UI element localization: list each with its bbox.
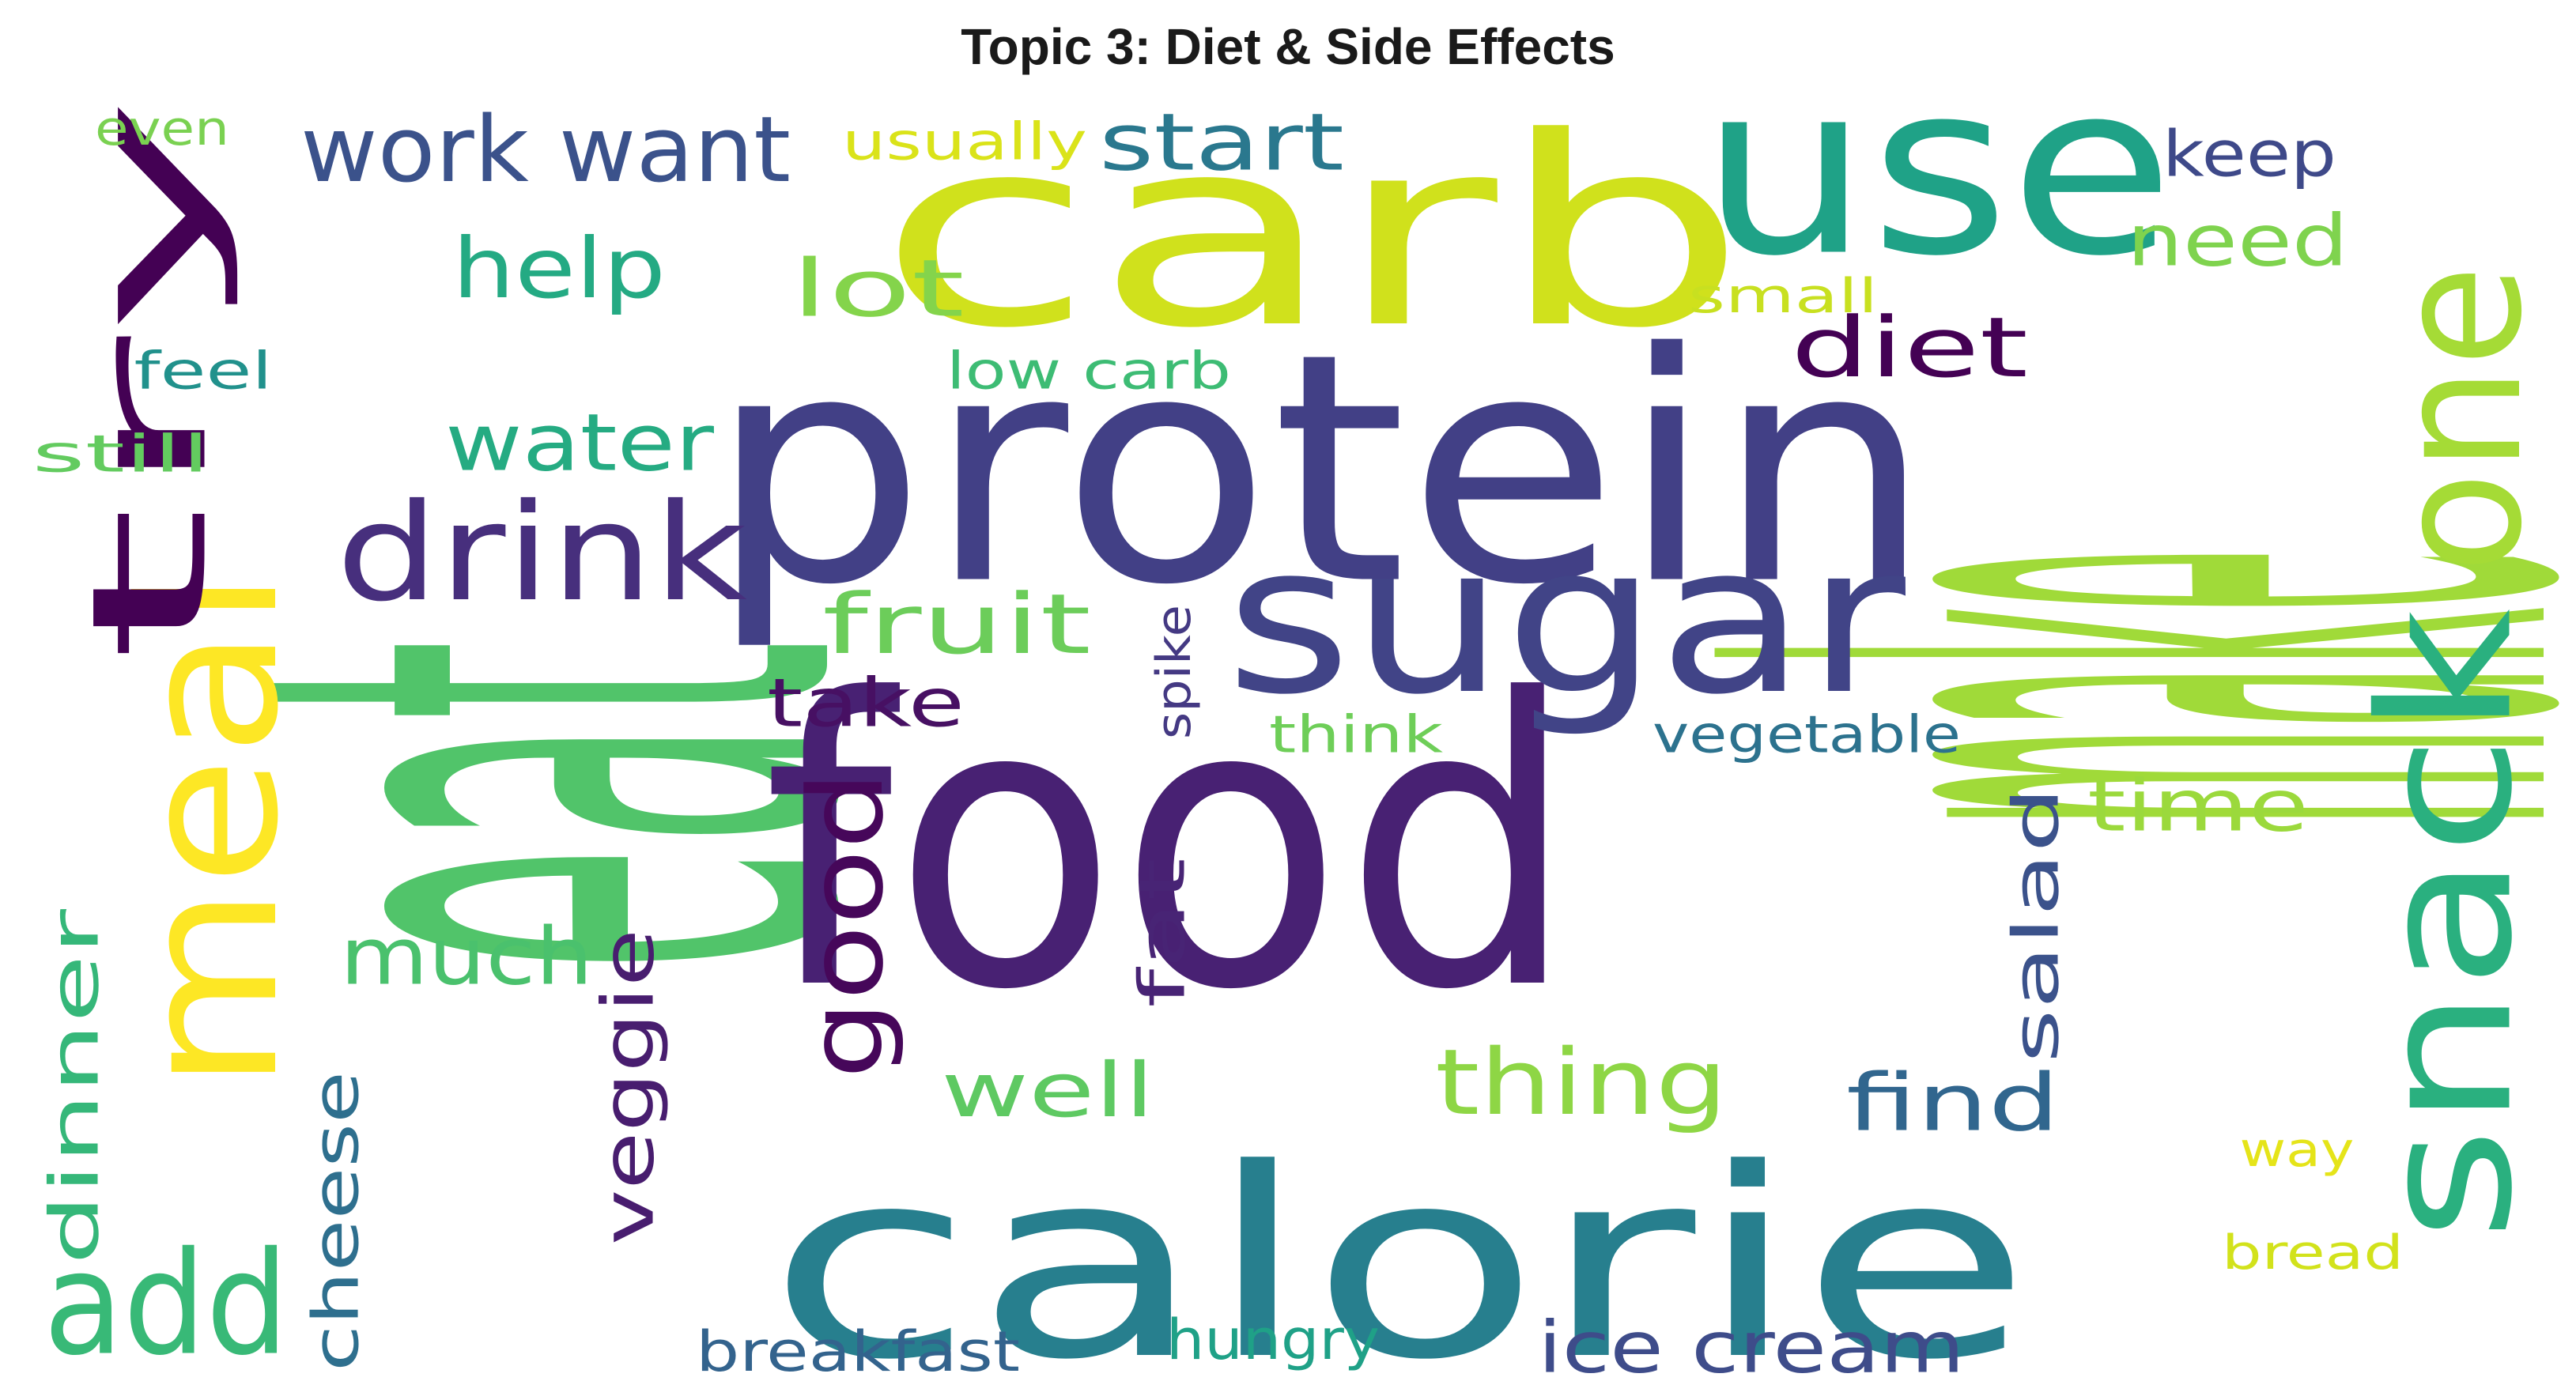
word-spike: spike (1146, 605, 1202, 739)
word-meal: meal (99, 569, 320, 1091)
word-much: much (340, 911, 593, 1003)
word-fat: fat (1126, 858, 1199, 1008)
word-help: help (452, 221, 666, 317)
word-work-want: work want (300, 97, 791, 203)
word-veggie: veggie (587, 929, 670, 1245)
word-food: food (763, 616, 1577, 1076)
word-time: time (2087, 765, 2309, 848)
word-ice-cream: ice cream (1538, 1307, 1965, 1390)
word-feel: feel (134, 342, 273, 402)
word-take: take (767, 665, 965, 743)
word-usually: usually (842, 113, 1087, 172)
word-find: find (1846, 1057, 2060, 1149)
word-start: start (1099, 96, 1344, 189)
word-add: add (43, 1222, 289, 1387)
word-water: water (445, 397, 715, 489)
word-try: try (59, 95, 243, 664)
word-good: good (786, 771, 906, 1079)
word-think: think (1269, 706, 1443, 765)
word-bread: bread (2222, 1225, 2404, 1281)
word-protein: protein (708, 287, 1933, 655)
word-sugar: sugar (1226, 501, 1908, 740)
word-need: need (2127, 200, 2348, 283)
word-vegetable: vegetable (1652, 706, 1961, 765)
word-make: make (1532, 549, 2576, 826)
word-thing: thing (1435, 1030, 1728, 1136)
word-fruit: fruit (822, 576, 1091, 673)
word-well: well (941, 1047, 1154, 1134)
word-small: small (1688, 269, 1878, 324)
word-keep: keep (2162, 118, 2336, 191)
word-calorie: calorie (767, 1113, 2032, 1400)
word-low-carb: low carb (946, 342, 1231, 402)
word-breakfast: breakfast (696, 1319, 1020, 1384)
figure-title: Topic 3: Diet & Side Effects (961, 18, 1615, 75)
word-cheese: cheese (300, 1071, 373, 1372)
word-even: even (95, 101, 229, 157)
word-carb: carb (878, 81, 1747, 385)
word-salad: salad (2000, 787, 2073, 1063)
word-dinner: dinner (36, 909, 115, 1265)
word-way: way (2240, 1123, 2355, 1178)
word-diet: diet (1791, 300, 2028, 396)
word-drink: drink (336, 475, 747, 632)
word-hungry: hungry (1166, 1308, 1380, 1372)
word-lot: lot (791, 243, 965, 335)
word-one: one (2358, 265, 2560, 573)
word-snack: snack (2342, 609, 2553, 1241)
word-still: still (32, 425, 210, 485)
word-eat: eat (93, 640, 1014, 972)
word-use: use (1700, 32, 2174, 308)
